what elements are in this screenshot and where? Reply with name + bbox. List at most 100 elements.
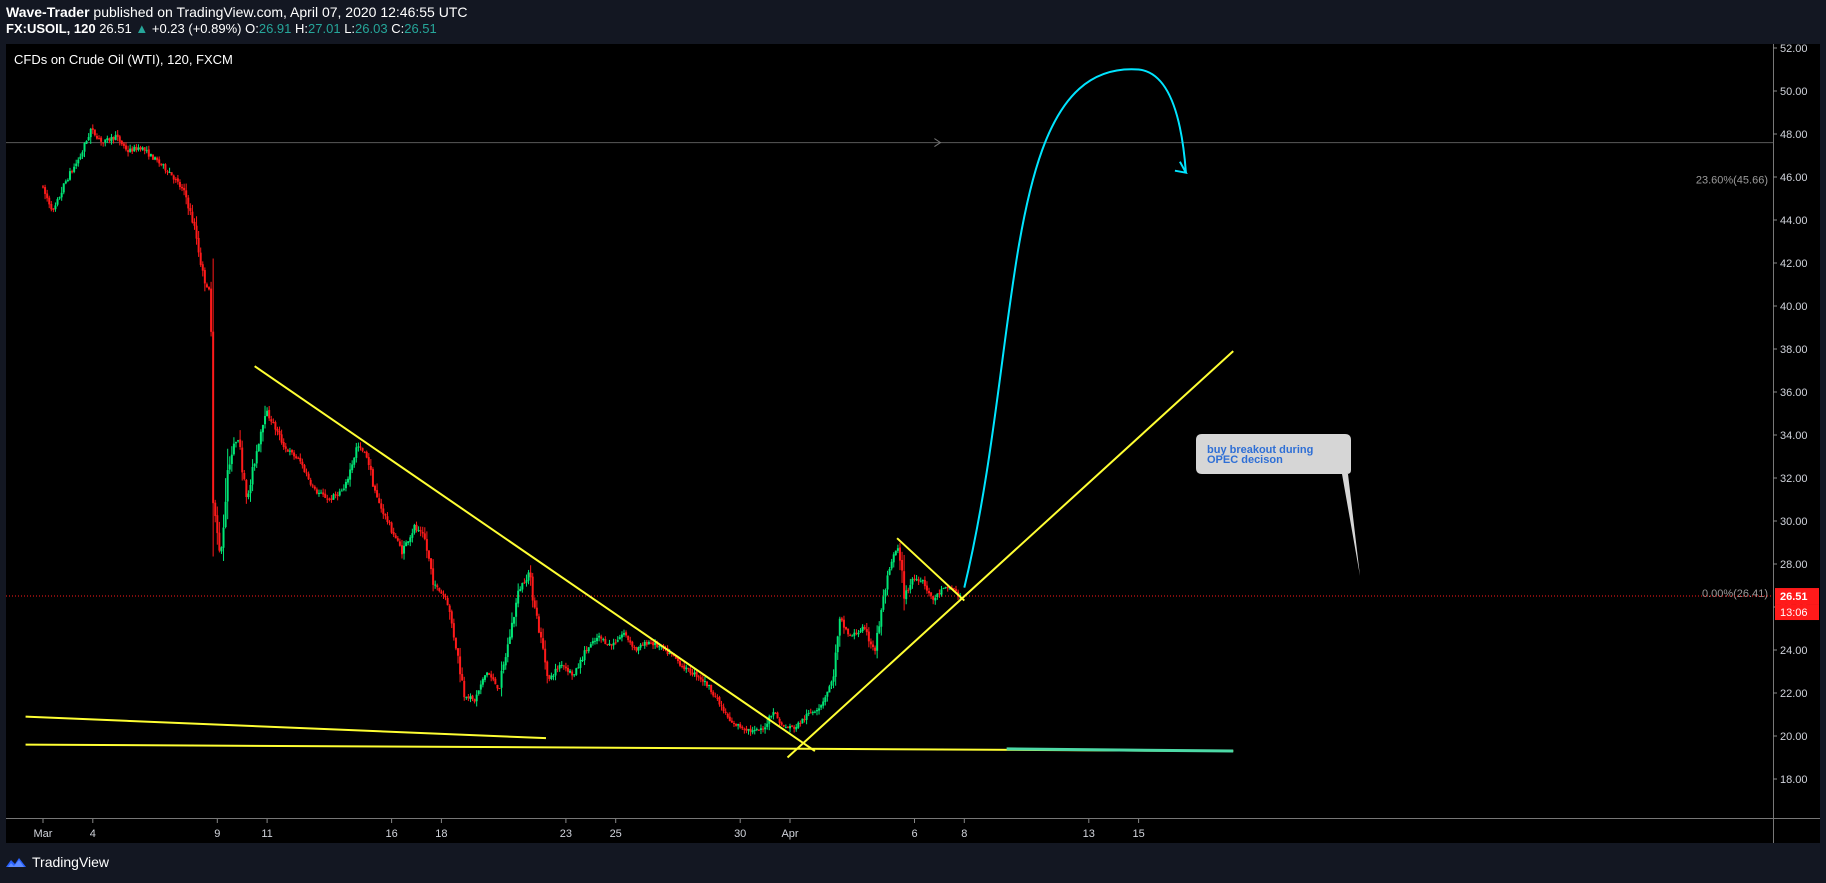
- footer-brand[interactable]: TradingView: [32, 854, 110, 870]
- author-name[interactable]: Wave-Trader: [6, 4, 90, 20]
- candle-body: [556, 668, 559, 670]
- y-tick-label: 24.00: [1780, 645, 1808, 657]
- candle-body: [44, 187, 47, 194]
- candle-body: [118, 136, 121, 142]
- candle-body: [459, 656, 462, 675]
- rising-support-line[interactable]: [786, 350, 1234, 759]
- candle-body: [579, 659, 582, 668]
- candle-body: [834, 652, 837, 677]
- candle-body: [141, 147, 144, 150]
- candle-body: [158, 159, 161, 164]
- candle-body: [784, 727, 787, 729]
- lower-wedge-line[interactable]: [25, 715, 547, 740]
- candle-body: [307, 473, 310, 480]
- candle-body: [884, 589, 887, 597]
- y-tick-label: 32.00: [1780, 473, 1808, 485]
- candle-body: [85, 140, 88, 144]
- candle-body: [803, 719, 806, 721]
- candle-body: [239, 439, 242, 448]
- candle-body: [861, 626, 864, 632]
- annotation-callout[interactable]: buy breakout during OPEC decison: [1196, 434, 1360, 576]
- candle-body: [490, 674, 493, 678]
- candle-body: [647, 641, 650, 644]
- candle-body: [683, 665, 686, 670]
- support-highlight-line[interactable]: [1006, 747, 1234, 753]
- candle-body: [757, 729, 760, 731]
- candle-body: [706, 681, 708, 687]
- candle-body: [162, 164, 165, 166]
- candle-body: [571, 671, 574, 676]
- candle-body: [457, 648, 459, 656]
- price-axis[interactable]: [1774, 44, 1820, 819]
- candle-body: [822, 701, 825, 706]
- drawings[interactable]: [25, 68, 1234, 759]
- candle-body: [62, 183, 65, 193]
- candle-body: [905, 590, 908, 600]
- candle-body: [679, 660, 682, 666]
- candle-body: [73, 166, 76, 172]
- candle-body: [791, 725, 794, 727]
- candle-body: [241, 447, 244, 473]
- candle-body: [867, 631, 870, 642]
- candle-body: [122, 143, 125, 146]
- candle-body: [224, 501, 227, 528]
- candle-body: [755, 728, 758, 730]
- candle-body: [151, 154, 154, 160]
- candle-body: [780, 722, 783, 725]
- candle-body: [274, 422, 277, 430]
- candle-body: [293, 452, 296, 457]
- candle-body: [351, 464, 354, 471]
- candle-body: [826, 691, 829, 697]
- falling-resistance-line[interactable]: [254, 365, 816, 752]
- x-tick-label: 16: [385, 828, 397, 840]
- chart-pane[interactable]: [6, 44, 1774, 819]
- candle-body: [147, 149, 150, 157]
- candle-body: [587, 647, 590, 652]
- candle-body: [743, 728, 746, 730]
- candle-body: [942, 587, 945, 589]
- tradingview-logo-icon[interactable]: [6, 855, 26, 869]
- candle-body: [728, 716, 731, 722]
- candle-body: [203, 270, 206, 284]
- footer: TradingView: [6, 854, 109, 870]
- candle-body: [120, 140, 123, 145]
- forecast-arrow[interactable]: [963, 68, 1187, 588]
- candle-body: [496, 684, 499, 689]
- open-value: 26.91: [258, 21, 292, 36]
- candle-body: [68, 171, 71, 180]
- candle-body: [876, 632, 879, 651]
- time-axis[interactable]: [6, 819, 1820, 843]
- candle-body: [411, 533, 414, 538]
- candle-body: [380, 503, 383, 509]
- candle-body: [955, 589, 957, 592]
- candle-body: [494, 678, 497, 685]
- candle-body: [625, 632, 628, 636]
- x-tick-label: 6: [911, 828, 917, 840]
- candle-body: [593, 640, 596, 642]
- candle-body: [444, 596, 447, 598]
- candle-body: [149, 153, 152, 157]
- callout-shape[interactable]: [1196, 434, 1360, 576]
- candle-body: [114, 135, 117, 141]
- change-value: +0.23 (+0.89%): [151, 21, 242, 36]
- candle-body: [324, 493, 327, 498]
- candle-body: [874, 647, 877, 651]
- x-tick-label: 25: [610, 828, 622, 840]
- candle-body: [732, 722, 735, 724]
- candle-body: [550, 675, 553, 679]
- candle-body: [378, 498, 381, 503]
- published-text: published on TradingView.com, April 07, …: [93, 4, 468, 20]
- candle-body: [793, 726, 796, 729]
- pennant-upper-line[interactable]: [896, 537, 965, 602]
- price-levels: 23.60%(45.66) 0.00%(26.41) 26.51 13:06: [6, 138, 1819, 621]
- open-label: O:: [245, 21, 259, 36]
- candle-body: [189, 208, 192, 212]
- candle-body: [463, 680, 466, 698]
- candle-body: [564, 666, 567, 669]
- candle-body: [264, 416, 267, 425]
- candle-body: [98, 138, 101, 140]
- candle-body: [353, 457, 356, 465]
- candle-body: [699, 677, 702, 680]
- candle-body: [811, 712, 814, 714]
